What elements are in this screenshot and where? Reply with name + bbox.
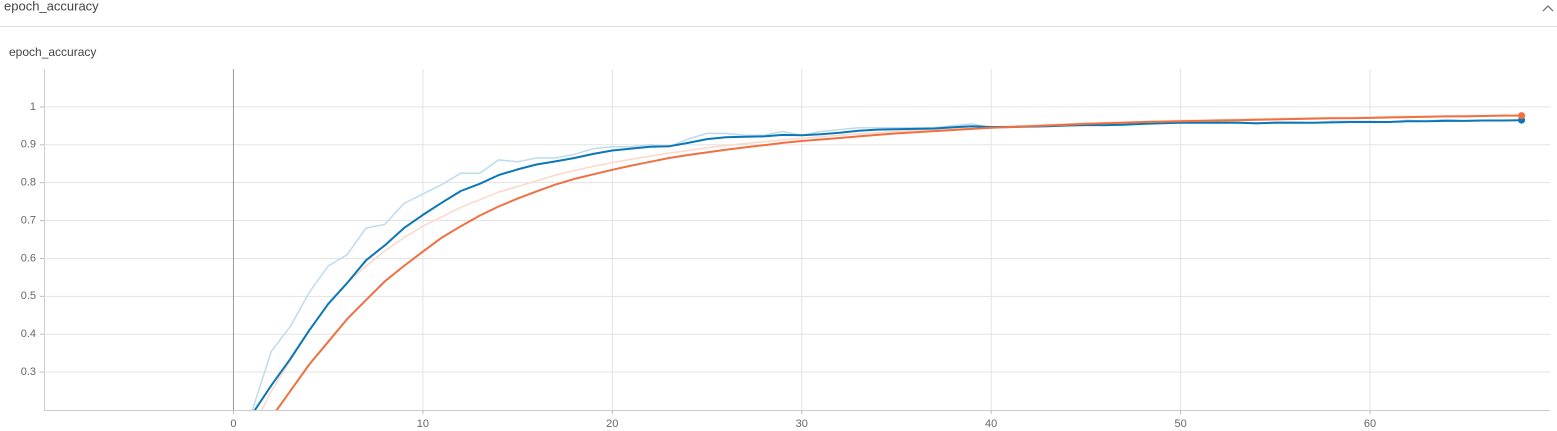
series-line [275,114,1522,410]
y-tick-label: 1 [30,101,36,113]
x-tick-label: 10 [417,418,429,430]
series-line [253,119,1522,410]
y-tick-label: 0.7 [21,214,36,226]
section-title: epoch_accuracy [4,0,99,13]
series-line [251,118,1522,410]
x-tick-label: 20 [606,418,618,430]
x-tick-label: 50 [1174,418,1186,430]
y-tick-label: 0.6 [21,252,36,264]
y-tick-label: 0.8 [21,177,36,189]
y-tick-label: 0.5 [21,290,36,302]
y-tick-label: 0.4 [21,328,36,340]
endpoint-marker [1518,112,1526,120]
series-line [261,114,1522,410]
x-tick-label: 30 [796,418,808,430]
collapse-toggle[interactable] [1542,5,1554,12]
x-tick-label: 0 [230,418,236,430]
y-tick-label: 0.3 [21,366,36,378]
y-tick-label: 0.9 [21,139,36,151]
chart-title: epoch_accuracy [9,45,96,59]
x-tick-label: 40 [985,418,997,430]
x-tick-label: 60 [1364,418,1376,430]
